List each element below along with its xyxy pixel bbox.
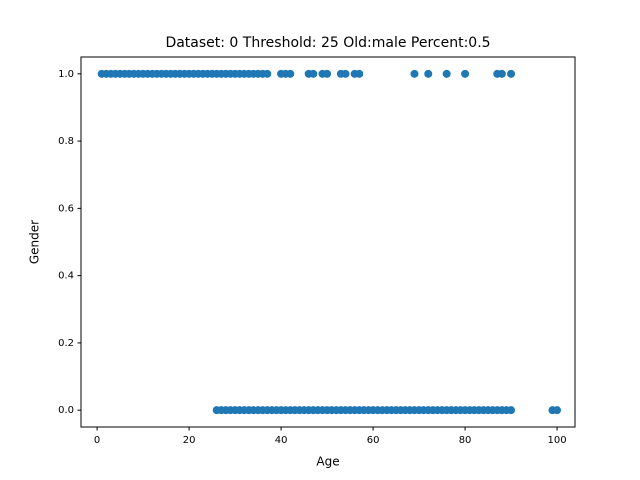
y-tick-label: 0.0	[58, 405, 74, 416]
y-tick-label: 0.2	[58, 338, 74, 349]
x-tick-label: 40	[275, 435, 288, 446]
y-axis-label: Gender	[28, 220, 42, 264]
x-tick-label: 0	[94, 435, 100, 446]
point	[323, 69, 332, 78]
plot-frame	[80, 56, 576, 428]
x-tick-label: 60	[367, 435, 380, 446]
x-tick-label: 20	[183, 435, 196, 446]
y-tick-label: 0.6	[58, 203, 74, 214]
y-tick-label: 0.8	[58, 136, 74, 147]
y-tick-label: 0.4	[58, 271, 74, 282]
point	[355, 69, 364, 78]
point	[263, 69, 272, 78]
point	[442, 69, 451, 78]
x-axis-label: Age	[316, 455, 339, 469]
x-tick-label: 100	[548, 435, 567, 446]
point	[410, 69, 419, 78]
point	[507, 406, 516, 415]
point	[286, 69, 295, 78]
point	[341, 69, 350, 78]
chart-title: Dataset: 0 Threshold: 25 Old:male Percen…	[165, 35, 490, 51]
point	[309, 69, 318, 78]
y-tick-label: 1.0	[58, 69, 74, 80]
point	[497, 69, 506, 78]
point	[507, 69, 516, 78]
x-tick-label: 80	[459, 435, 472, 446]
point	[553, 406, 562, 415]
point	[424, 69, 433, 78]
point	[461, 69, 470, 78]
